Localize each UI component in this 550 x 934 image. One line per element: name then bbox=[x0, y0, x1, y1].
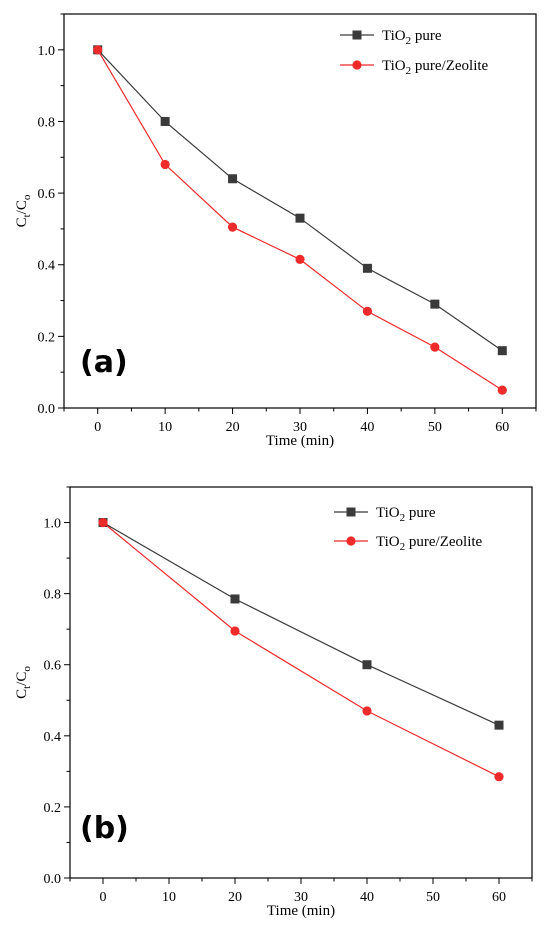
data-point-square bbox=[497, 346, 507, 356]
legend-entry: TiO2 pure/Zeolite bbox=[340, 58, 489, 77]
data-point-square bbox=[230, 594, 240, 604]
data-point-circle bbox=[227, 222, 238, 232]
chart-panel-b: 0 10 20 30 40 50 60 0.0 0.2 0.4 0.6 0.8 1.0 Time (min… bbox=[14, 486, 533, 919]
series-2 bbox=[93, 45, 507, 395]
legend-label: TiO2 pure bbox=[376, 505, 436, 524]
y-tick-label: 0.8 bbox=[44, 588, 62, 603]
data-point-circle bbox=[160, 159, 170, 170]
data-point-circle bbox=[230, 626, 240, 636]
x-tick-label: 0 bbox=[100, 890, 107, 905]
data-point-circle bbox=[362, 706, 372, 716]
panel-label: (a) bbox=[80, 345, 128, 380]
legend-entry: TiO2 pure/Zeolite bbox=[334, 534, 483, 553]
data-point-circle bbox=[497, 385, 507, 395]
legend-label: TiO2 pure/Zeolite bbox=[382, 58, 489, 77]
data-point-square bbox=[228, 174, 238, 184]
data-point-circle bbox=[93, 45, 103, 55]
y-tick-label: 1.0 bbox=[44, 517, 62, 532]
data-point-circle bbox=[98, 517, 108, 528]
y-tick-label: 0.6 bbox=[38, 187, 56, 202]
series-line bbox=[102, 521, 500, 726]
data-point-circle bbox=[494, 772, 504, 782]
y-tick-label: 0.4 bbox=[38, 259, 56, 274]
x-tick-label: 60 bbox=[492, 890, 506, 905]
x-axis-title: Time (min) bbox=[266, 433, 334, 449]
x-tick-label: 40 bbox=[360, 890, 374, 905]
legend-entry: TiO2 pure bbox=[334, 505, 436, 524]
legend-entry: TiO2 pure bbox=[340, 28, 442, 47]
data-point-square bbox=[494, 720, 504, 730]
x-tick-label: 60 bbox=[495, 420, 509, 435]
x-tick-label: 30 bbox=[293, 420, 307, 435]
data-point-square bbox=[430, 299, 440, 309]
x-tick-label: 20 bbox=[226, 420, 240, 435]
data-point-circle bbox=[295, 254, 305, 264]
y-tick-label: 0.0 bbox=[44, 872, 62, 887]
series-line bbox=[102, 522, 500, 778]
data-point-square bbox=[295, 213, 305, 223]
data-point-circle bbox=[430, 342, 440, 352]
legend-label: TiO2 pure/Zeolite bbox=[376, 534, 483, 553]
y-tick-label: 0.0 bbox=[38, 402, 56, 417]
x-axis-title: Time (min) bbox=[267, 903, 335, 919]
chart-panel-a: 0 10 20 30 40 50 60 0.0 0.2 0.4 0.6 0.8 1.0 Time (min… bbox=[14, 13, 537, 449]
x-tick-label: 30 bbox=[294, 890, 308, 905]
panel-label: (b) bbox=[80, 811, 129, 846]
y-tick-label: 0.2 bbox=[38, 330, 56, 345]
x-tick-label: 50 bbox=[428, 420, 442, 435]
y-tick-label: 0.6 bbox=[44, 659, 62, 674]
series-line bbox=[97, 49, 503, 352]
x-tick-label: 50 bbox=[426, 890, 440, 905]
x-tick-label: 0 bbox=[94, 420, 101, 435]
data-point-square bbox=[362, 263, 372, 273]
series-2 bbox=[98, 517, 504, 782]
y-tick-label: 0.2 bbox=[44, 801, 62, 816]
legend-marker-circle bbox=[346, 536, 356, 546]
y-tick-label: 0.8 bbox=[38, 115, 56, 130]
y-axis-title: Ct/Co bbox=[14, 194, 33, 227]
x-tick-label: 20 bbox=[228, 890, 242, 905]
y-tick-label: 1.0 bbox=[38, 44, 56, 59]
legend-marker-circle bbox=[352, 60, 362, 70]
series-1 bbox=[93, 45, 507, 356]
legend-marker-square bbox=[346, 507, 356, 517]
data-point-square bbox=[160, 116, 170, 126]
legend-marker-square bbox=[352, 30, 362, 40]
y-axis-title: Ct/Co bbox=[14, 666, 33, 699]
x-tick-label: 40 bbox=[360, 420, 374, 435]
x-tick-label: 10 bbox=[162, 890, 176, 905]
data-point-circle bbox=[362, 306, 373, 316]
data-point-square bbox=[362, 660, 372, 670]
x-tick-label: 10 bbox=[158, 420, 172, 435]
legend-label: TiO2 pure bbox=[382, 28, 442, 47]
y-tick-label: 0.4 bbox=[44, 730, 62, 745]
